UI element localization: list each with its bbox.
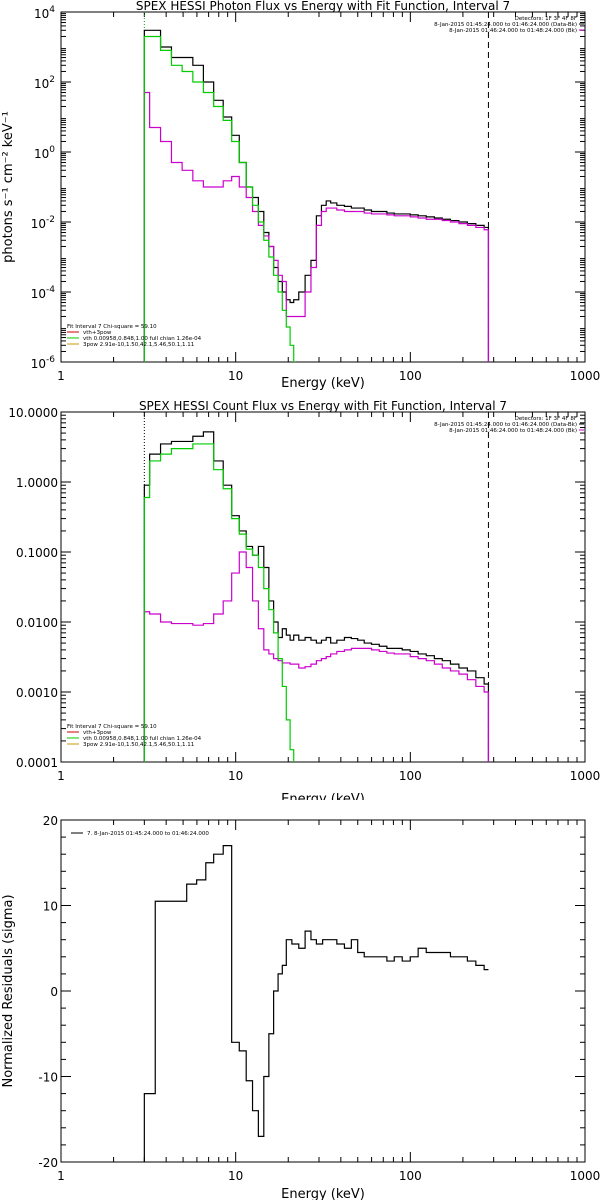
y-tick-label: 0.0010 xyxy=(16,686,58,700)
legend-fit-line: vth+3pow xyxy=(83,730,112,736)
legend-fit-line: vth+3pow xyxy=(83,330,112,336)
y-axis-label: photons s⁻¹ cm⁻² keV⁻¹ xyxy=(1,111,16,263)
plot-frame xyxy=(60,11,586,363)
series-line-2 xyxy=(143,443,297,762)
legend-fit-line: Fit Interval 7 Chi-square = 59.10 xyxy=(67,724,157,730)
legend-fit-line: 3pow 2.91e-10,1.50,42.1,5.46,50.1,1.11 xyxy=(83,342,194,348)
legend-header-line: 8-Jan-2015 01:46:24.000 to 01:48:24.000 … xyxy=(449,428,577,434)
count-flux-chart: SPEX HESSI Count Flux vs Energy with Fit… xyxy=(8,400,600,800)
legend-header-line: 8-Jan-2015 01:46:24.000 to 01:48:24.000 … xyxy=(449,28,577,34)
series-line-2 xyxy=(143,35,296,362)
legend-header-line: Detectors: 1F 3F 4F 8F xyxy=(515,16,577,22)
legend-header-line: Detectors: 1F 3F 4F 8F xyxy=(515,416,577,422)
y-tick-label: 102 xyxy=(34,75,55,91)
series-group xyxy=(143,29,490,362)
legend-header-line: 8-Jan-2015 01:45:24.000 to 01:46:24.000 … xyxy=(434,422,577,428)
plot-frame xyxy=(60,819,586,1163)
x-tick-label: 1 xyxy=(57,369,65,383)
y-tick-label: 1.0000 xyxy=(16,476,58,490)
x-axis-label: Energy (keV) xyxy=(281,792,365,800)
y-tick-label: 10-2 xyxy=(31,215,55,231)
series-group xyxy=(143,845,489,1162)
x-tick-label: 100 xyxy=(399,769,422,783)
photon-flux-chart: SPEX HESSI Photon Flux vs Energy with Fi… xyxy=(1,0,600,391)
y-tick-label: 100 xyxy=(34,145,55,161)
y-tick-label: -10 xyxy=(38,1071,58,1085)
x-tick-label: 100 xyxy=(399,1169,422,1183)
chart-title: SPEX HESSI Photon Flux vs Energy with Fi… xyxy=(136,0,510,13)
legend-fit-line: 3pow 2.91e-10,1.50,42.1,5.46,50.1,1.11 xyxy=(83,742,194,748)
y-tick-label: 10.0000 xyxy=(8,406,58,420)
y-tick-label: 0 xyxy=(50,985,58,999)
series-line-0 xyxy=(143,29,490,362)
y-tick-label: 0.0100 xyxy=(16,616,58,630)
series-group xyxy=(143,431,490,762)
series-line-1 xyxy=(143,551,490,762)
x-axis-label: Energy (keV) xyxy=(281,376,365,391)
series-line-0 xyxy=(143,431,490,762)
x-tick-label: 1 xyxy=(57,769,65,783)
x-tick-label: 100 xyxy=(399,369,422,383)
y-axis-label: Normalized Residuals (sigma) xyxy=(1,894,16,1087)
y-tick-label: 104 xyxy=(34,5,55,21)
x-tick-label: 1 xyxy=(57,1169,65,1183)
y-tick-label: 0.1000 xyxy=(16,546,58,560)
series-line-1 xyxy=(143,91,490,362)
x-tick-label: 1000 xyxy=(570,769,600,783)
x-tick-label: 10 xyxy=(228,769,243,783)
legend-header-line: 8-Jan-2015 01:45:24.000 to 01:46:24.000 … xyxy=(434,22,577,28)
x-tick-label: 10 xyxy=(228,1169,243,1183)
legend-fit-line: vth 0.00958,0.848,1.00 full chian 1.26e-… xyxy=(83,736,202,742)
x-axis-label: Energy (keV) xyxy=(281,1187,365,1200)
x-tick-label: 1000 xyxy=(570,1169,600,1183)
y-tick-label: 20 xyxy=(43,814,58,828)
x-tick-label: 1000 xyxy=(570,369,600,383)
y-tick-label: 10-4 xyxy=(31,285,56,301)
legend-fit-line: vth 0.00958,0.848,1.00 full chian 1.26e-… xyxy=(83,336,202,342)
chart-title: SPEX HESSI Count Flux vs Energy with Fit… xyxy=(139,400,507,413)
plot-frame xyxy=(60,411,586,763)
legend-label: 7. 8-Jan-2015 01:45:24.000 to 01:46:24.0… xyxy=(87,831,209,837)
y-tick-label: 0.0001 xyxy=(16,756,58,770)
y-tick-label: -20 xyxy=(38,1156,58,1170)
residuals-chart: 1 10 100 1000 Energy (keV) -20 -10 0 10 20 Normali… xyxy=(1,814,600,1200)
legend-fit-line: Fit Interval 7 Chi-square = 59.10 xyxy=(67,324,157,330)
y-tick-label: 10 xyxy=(43,900,58,914)
series-line-0 xyxy=(143,845,489,1162)
y-tick-label: 10-6 xyxy=(31,355,56,371)
x-tick-label: 10 xyxy=(228,369,243,383)
